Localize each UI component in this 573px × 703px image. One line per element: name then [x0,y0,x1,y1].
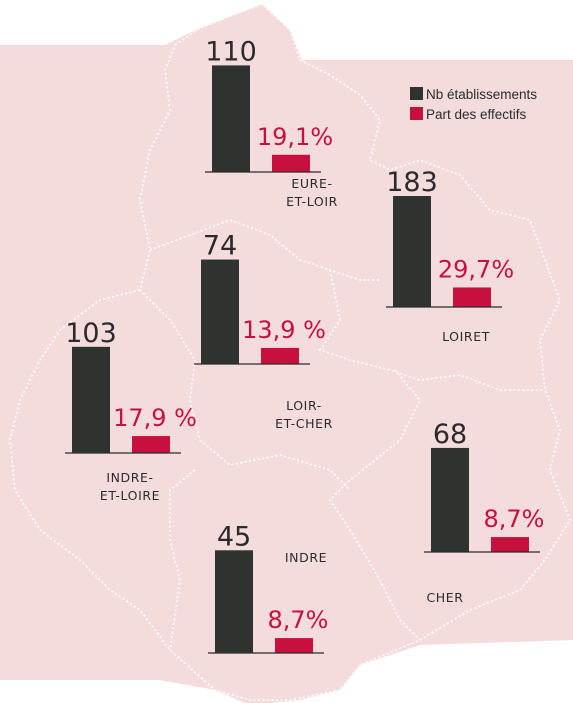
department-name: ET-CHER [275,416,333,431]
department-name: INDRE- [106,470,153,485]
bar [215,550,253,653]
data-label: 45 [217,521,251,552]
bar [491,537,529,552]
department-name: LOIRET [442,329,490,344]
data-label: 110 [205,36,257,67]
legend-swatch [410,87,423,100]
data-label: 19,1% [257,123,333,151]
bar [261,347,299,364]
data-label: 103 [65,318,117,349]
data-label: 74 [203,231,237,262]
legend-label: Part des effectifs [426,107,527,122]
data-label: 183 [386,167,438,198]
data-label: 8,7% [484,505,545,533]
legend-swatch [410,107,423,120]
department-name: ET-LOIR [286,194,338,209]
bar [72,346,110,453]
bar [212,65,250,172]
data-label: 29,7% [438,255,514,283]
data-label: 8,7% [268,606,329,634]
bar [132,436,170,453]
bar [275,638,313,653]
bar [453,287,491,307]
bar [201,259,239,364]
data-label: 13,9 % [242,316,326,344]
bar [272,154,310,172]
bar [393,196,431,307]
department-name: CHER [426,590,463,605]
legend-label: Nb établissements [426,87,537,102]
bar [431,447,469,552]
data-label: 17,9 % [113,404,197,432]
department-name: LOIR- [286,398,322,413]
department-name: ET-LOIRE [100,488,160,503]
data-label: 68 [433,419,467,450]
department-name: INDRE [285,550,327,565]
department-name: EURE- [291,176,332,191]
